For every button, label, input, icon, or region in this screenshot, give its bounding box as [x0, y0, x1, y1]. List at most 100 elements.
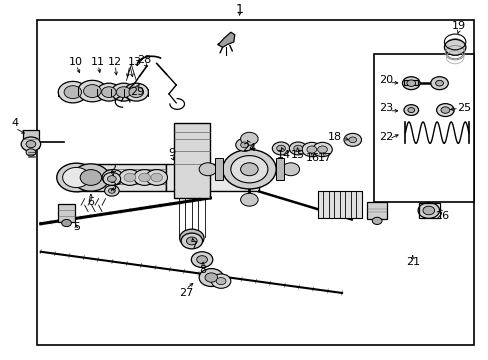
Bar	[37, 21, 473, 345]
Circle shape	[179, 229, 203, 247]
Circle shape	[61, 220, 71, 226]
Circle shape	[282, 163, 299, 176]
Text: 5: 5	[73, 222, 80, 231]
Text: 7: 7	[189, 241, 197, 251]
Circle shape	[230, 156, 267, 183]
Text: 3: 3	[109, 182, 116, 192]
Circle shape	[240, 132, 258, 145]
Text: 1: 1	[235, 3, 243, 16]
Bar	[317, 191, 361, 218]
Circle shape	[343, 134, 361, 146]
Text: 10: 10	[69, 57, 83, 67]
Text: 20: 20	[378, 75, 392, 85]
Circle shape	[348, 137, 356, 143]
Text: 13: 13	[127, 57, 142, 67]
Circle shape	[103, 172, 121, 185]
Text: 19: 19	[451, 21, 465, 31]
Polygon shape	[166, 164, 259, 192]
Circle shape	[124, 83, 148, 101]
Text: 2: 2	[109, 164, 116, 174]
Circle shape	[440, 107, 449, 113]
Circle shape	[57, 163, 96, 192]
Circle shape	[107, 176, 116, 182]
Circle shape	[235, 138, 253, 151]
Circle shape	[196, 256, 207, 264]
Circle shape	[407, 108, 414, 113]
Circle shape	[444, 40, 465, 55]
Circle shape	[139, 173, 150, 182]
Text: 23: 23	[378, 103, 392, 113]
Circle shape	[204, 273, 217, 282]
Circle shape	[240, 193, 258, 206]
Bar	[373, 54, 473, 202]
Text: 16: 16	[305, 153, 319, 163]
Text: 17: 17	[317, 153, 331, 163]
Circle shape	[222, 149, 276, 189]
Polygon shape	[76, 164, 166, 192]
Text: 21: 21	[405, 257, 419, 267]
Text: 27: 27	[179, 288, 193, 298]
Circle shape	[435, 80, 443, 86]
Circle shape	[199, 163, 216, 176]
Circle shape	[191, 252, 212, 267]
Text: 12: 12	[108, 57, 122, 67]
Circle shape	[240, 163, 258, 176]
Circle shape	[293, 145, 302, 152]
Circle shape	[111, 83, 136, 101]
Circle shape	[430, 77, 447, 90]
Text: 25: 25	[456, 103, 470, 113]
Text: 11: 11	[91, 57, 105, 67]
Circle shape	[97, 83, 121, 101]
Polygon shape	[276, 158, 283, 180]
Circle shape	[272, 142, 289, 155]
Circle shape	[146, 170, 167, 185]
Circle shape	[108, 188, 115, 193]
Text: 22: 22	[378, 132, 392, 142]
Circle shape	[181, 233, 202, 249]
Circle shape	[102, 87, 116, 98]
Polygon shape	[404, 80, 417, 85]
Circle shape	[83, 85, 101, 98]
Circle shape	[186, 237, 197, 245]
Circle shape	[104, 185, 119, 196]
Polygon shape	[217, 32, 234, 47]
Circle shape	[240, 142, 248, 148]
Circle shape	[119, 170, 141, 185]
Circle shape	[64, 86, 81, 99]
Circle shape	[403, 105, 418, 116]
Circle shape	[78, 80, 107, 102]
Text: 24: 24	[242, 143, 256, 153]
Circle shape	[116, 87, 131, 98]
Text: 18: 18	[327, 132, 341, 142]
Circle shape	[302, 142, 321, 157]
Circle shape	[371, 217, 381, 225]
Circle shape	[134, 170, 155, 185]
Bar	[58, 204, 75, 222]
Circle shape	[102, 170, 123, 185]
Circle shape	[72, 164, 109, 191]
Circle shape	[107, 173, 119, 182]
Circle shape	[289, 142, 306, 155]
Text: 14: 14	[276, 150, 290, 160]
Circle shape	[211, 274, 230, 288]
Polygon shape	[23, 130, 39, 148]
Text: 28: 28	[137, 55, 151, 65]
Circle shape	[151, 173, 162, 182]
Text: 26: 26	[434, 211, 448, 221]
Circle shape	[62, 167, 90, 188]
Polygon shape	[173, 123, 210, 198]
Text: 8: 8	[199, 265, 206, 275]
Circle shape	[406, 80, 415, 86]
Bar	[366, 202, 386, 220]
Text: 9: 9	[167, 148, 175, 158]
Circle shape	[317, 146, 327, 153]
Circle shape	[417, 203, 439, 219]
Text: 4: 4	[12, 118, 19, 128]
Circle shape	[26, 140, 36, 148]
Circle shape	[306, 146, 316, 153]
Circle shape	[129, 87, 143, 98]
Circle shape	[21, 137, 41, 151]
Polygon shape	[215, 158, 222, 180]
Text: 15: 15	[290, 150, 305, 160]
Circle shape	[402, 77, 419, 90]
